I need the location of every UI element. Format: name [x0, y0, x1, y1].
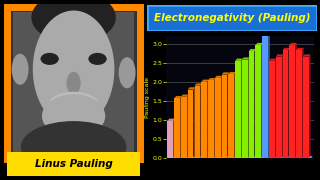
Polygon shape: [167, 156, 312, 158]
Polygon shape: [207, 80, 209, 158]
Polygon shape: [215, 76, 222, 78]
Polygon shape: [303, 54, 310, 57]
Polygon shape: [214, 78, 216, 158]
Ellipse shape: [31, 0, 116, 43]
Polygon shape: [228, 72, 236, 74]
Bar: [262, 27, 268, 158]
Polygon shape: [227, 72, 229, 158]
Polygon shape: [222, 72, 229, 75]
Polygon shape: [201, 80, 209, 82]
Polygon shape: [275, 58, 276, 158]
Bar: [195, 86, 200, 158]
Polygon shape: [255, 43, 263, 45]
FancyBboxPatch shape: [13, 12, 134, 154]
Ellipse shape: [88, 53, 107, 65]
Polygon shape: [234, 72, 236, 158]
FancyBboxPatch shape: [7, 152, 140, 176]
Polygon shape: [289, 43, 297, 45]
Bar: [181, 97, 187, 158]
FancyBboxPatch shape: [7, 7, 140, 159]
Polygon shape: [235, 58, 243, 61]
Bar: [222, 75, 227, 158]
Polygon shape: [295, 43, 297, 158]
Bar: [283, 50, 288, 158]
Ellipse shape: [12, 54, 28, 85]
Ellipse shape: [67, 72, 81, 94]
Polygon shape: [173, 119, 175, 158]
Bar: [215, 78, 220, 158]
Polygon shape: [241, 58, 243, 158]
Polygon shape: [310, 156, 312, 165]
Polygon shape: [188, 87, 196, 89]
Polygon shape: [181, 94, 188, 97]
Y-axis label: Pauling scale: Pauling scale: [145, 77, 149, 118]
Bar: [201, 82, 207, 158]
Polygon shape: [296, 48, 304, 50]
FancyBboxPatch shape: [147, 5, 317, 31]
Polygon shape: [302, 48, 304, 158]
Ellipse shape: [119, 57, 136, 88]
Polygon shape: [268, 24, 270, 158]
Ellipse shape: [33, 10, 115, 128]
Ellipse shape: [42, 94, 105, 138]
Bar: [242, 60, 248, 158]
Bar: [296, 50, 302, 158]
Polygon shape: [276, 54, 284, 57]
Bar: [249, 51, 254, 158]
Bar: [167, 158, 310, 165]
Polygon shape: [195, 84, 202, 86]
Text: Linus Pauling: Linus Pauling: [35, 159, 112, 169]
Polygon shape: [269, 58, 276, 61]
Bar: [276, 57, 282, 158]
Bar: [188, 89, 194, 158]
Polygon shape: [254, 49, 256, 158]
Polygon shape: [282, 54, 284, 158]
Polygon shape: [248, 57, 250, 158]
Polygon shape: [283, 48, 290, 50]
Polygon shape: [288, 48, 290, 158]
Bar: [167, 121, 173, 158]
Polygon shape: [180, 96, 182, 158]
Polygon shape: [308, 54, 310, 158]
Polygon shape: [208, 78, 216, 80]
Text: Electronegativity (Pauling): Electronegativity (Pauling): [154, 13, 310, 23]
FancyBboxPatch shape: [13, 12, 134, 154]
Bar: [289, 45, 295, 158]
Polygon shape: [261, 43, 263, 158]
Polygon shape: [242, 57, 250, 60]
Polygon shape: [262, 24, 270, 27]
Bar: [255, 45, 261, 158]
Polygon shape: [200, 84, 202, 158]
Ellipse shape: [21, 121, 126, 173]
Polygon shape: [187, 94, 188, 158]
Ellipse shape: [49, 92, 98, 116]
Polygon shape: [174, 96, 182, 98]
Bar: [174, 98, 180, 158]
Polygon shape: [167, 119, 175, 121]
Bar: [208, 80, 214, 158]
Bar: [228, 74, 234, 158]
Polygon shape: [220, 76, 222, 158]
Ellipse shape: [41, 53, 59, 65]
Bar: [269, 61, 275, 158]
Bar: [303, 57, 308, 158]
Polygon shape: [194, 87, 196, 158]
Bar: [235, 61, 241, 158]
Polygon shape: [249, 49, 256, 51]
